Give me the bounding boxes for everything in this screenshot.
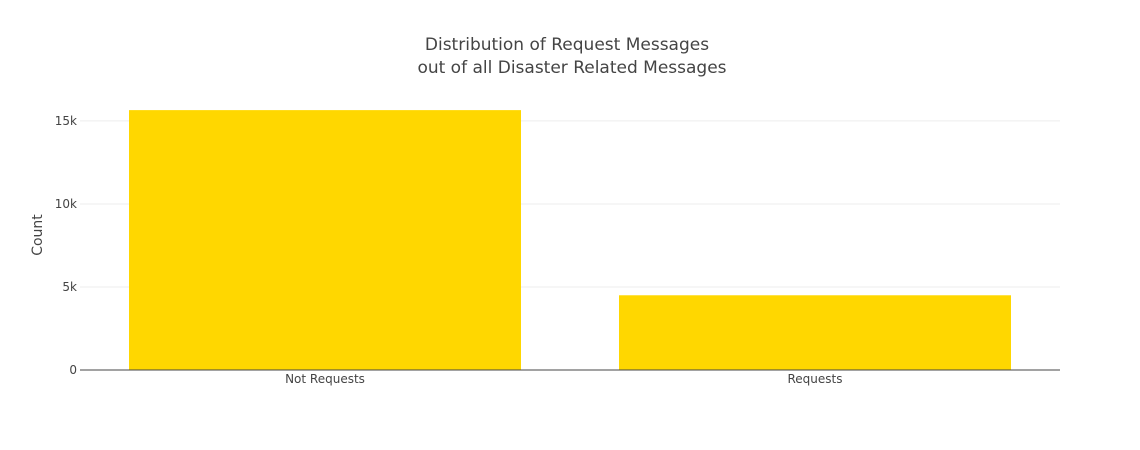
x-tick-labels: Not Requests Requests [285, 372, 842, 386]
y-tick-label: 0 [69, 363, 77, 377]
chart-title: Distribution of Request Messages out of … [417, 35, 726, 78]
bar-not-requests[interactable] [129, 110, 521, 371]
y-tick-label: 5k [62, 280, 77, 294]
y-tick-labels: 0 5k 10k 15k [55, 114, 77, 377]
x-tick-label: Requests [788, 372, 843, 386]
bars [129, 110, 1011, 371]
x-tick-label: Not Requests [285, 372, 365, 386]
bar-requests[interactable] [619, 295, 1011, 370]
y-tick-label: 10k [55, 197, 77, 211]
y-axis-title: Count [30, 214, 46, 256]
y-tick-label: 15k [55, 114, 77, 128]
chart-title-line-2: out of all Disaster Related Messages [417, 58, 726, 78]
chart-title-line-1: Distribution of Request Messages [425, 35, 709, 55]
